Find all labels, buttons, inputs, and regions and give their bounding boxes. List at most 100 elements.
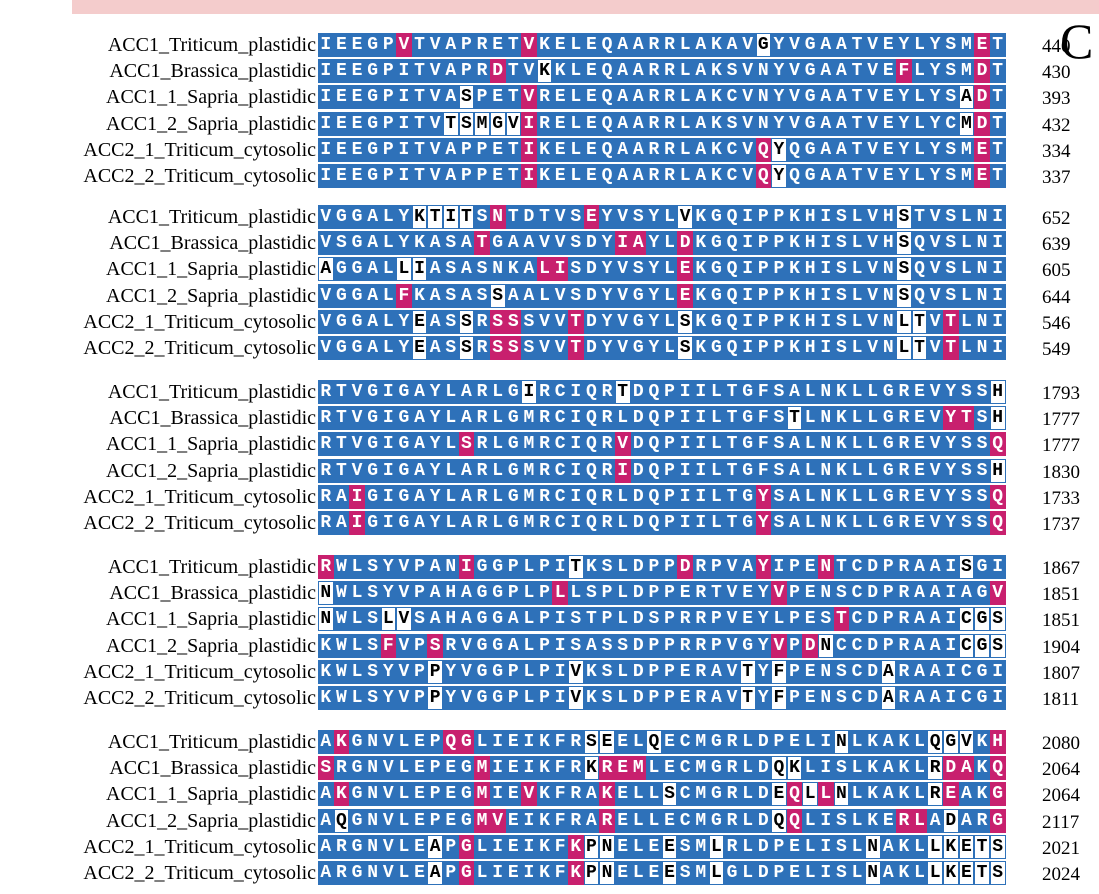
residue: G: [708, 205, 725, 229]
sequence-name: ACC1_2_Sapria_plastidic: [106, 112, 316, 135]
residue: R: [474, 380, 490, 404]
residue: G: [755, 33, 772, 57]
residue: T: [505, 59, 522, 84]
residue: F: [552, 756, 568, 781]
residue: R: [599, 380, 615, 404]
residue: L: [614, 581, 631, 606]
residue: N: [974, 336, 990, 360]
residue: V: [396, 659, 412, 684]
residue: L: [911, 85, 928, 110]
residue: K: [536, 730, 553, 754]
residue-position: 1904: [1042, 636, 1080, 658]
residue: K: [864, 756, 881, 781]
residue: L: [708, 380, 725, 404]
residue: H: [802, 257, 818, 282]
residue: I: [818, 283, 834, 308]
residue: S: [489, 336, 506, 360]
residue: S: [583, 581, 600, 606]
residue: R: [599, 458, 615, 483]
residue: I: [693, 432, 709, 457]
residue: T: [411, 111, 428, 136]
residue: N: [364, 782, 381, 807]
residue: I: [989, 659, 1006, 684]
residue: A: [427, 834, 443, 859]
residue: G: [474, 607, 490, 632]
residue: G: [802, 111, 818, 136]
residue: S: [599, 659, 615, 684]
residue: G: [364, 511, 381, 535]
residue: P: [880, 581, 897, 606]
residue: L: [380, 283, 397, 308]
residue: E: [411, 730, 428, 754]
residue: Y: [599, 231, 615, 256]
residue: D: [864, 686, 881, 710]
residue: Y: [896, 111, 912, 136]
residue: G: [802, 164, 818, 188]
residue: N: [880, 257, 897, 282]
sequence-name: ACC1_1_Sapria_plastidic: [106, 433, 316, 456]
residue: F: [896, 59, 912, 84]
residue: I: [693, 458, 709, 483]
residue: G: [802, 33, 818, 57]
residue: G: [349, 336, 365, 360]
residue: D: [630, 432, 647, 457]
residue: E: [677, 659, 693, 684]
residue: G: [724, 861, 740, 885]
residue: G: [505, 511, 522, 535]
residue: E: [489, 85, 506, 110]
residue: S: [583, 730, 600, 754]
residue: L: [849, 782, 865, 807]
residue: L: [489, 432, 506, 457]
residue: G: [349, 782, 365, 807]
residue: P: [786, 555, 803, 579]
residue-position: 652: [1042, 208, 1071, 229]
residue: G: [489, 555, 506, 579]
residue: I: [489, 834, 506, 859]
residue: S: [833, 309, 850, 334]
residue: R: [646, 111, 662, 136]
residue: V: [458, 633, 475, 658]
residue: A: [786, 484, 803, 509]
residue: G: [364, 85, 381, 110]
residue: A: [630, 33, 647, 57]
residue: S: [896, 283, 912, 308]
residue: V: [458, 659, 475, 684]
residue: A: [786, 511, 803, 535]
residue: A: [880, 861, 897, 885]
residue: Q: [583, 432, 600, 457]
residue: V: [927, 283, 943, 308]
residue: S: [458, 336, 475, 360]
residue: E: [677, 257, 693, 282]
residue: P: [771, 257, 787, 282]
residue: S: [521, 309, 537, 334]
residue: Y: [443, 659, 459, 684]
residue: I: [552, 607, 568, 632]
residue: G: [396, 406, 412, 431]
residue: T: [911, 205, 928, 229]
residue: S: [958, 511, 975, 535]
residue: A: [458, 581, 475, 606]
residue: F: [552, 861, 568, 885]
residue: N: [318, 607, 334, 632]
residue: T: [333, 458, 350, 483]
residue: S: [614, 633, 631, 658]
residue: N: [833, 782, 850, 807]
sequence-row: ACC1_1_Sapria_plastidic N W L S L V S A H A G G A L P I S…: [0, 607, 1099, 632]
residue: K: [536, 137, 553, 162]
residue: V: [786, 85, 803, 110]
residue: Q: [786, 782, 803, 807]
residue: S: [974, 380, 990, 404]
residue: A: [318, 861, 334, 885]
residue: K: [786, 257, 803, 282]
sequence-name: ACC2_1_Triticum_cytosolic: [83, 310, 316, 333]
residue: S: [818, 607, 834, 632]
residue: S: [630, 257, 647, 282]
residue: A: [427, 283, 443, 308]
residue: T: [786, 406, 803, 431]
residue: V: [614, 283, 631, 308]
residue: D: [943, 808, 959, 833]
residue: R: [693, 633, 709, 658]
residue: D: [583, 231, 600, 256]
